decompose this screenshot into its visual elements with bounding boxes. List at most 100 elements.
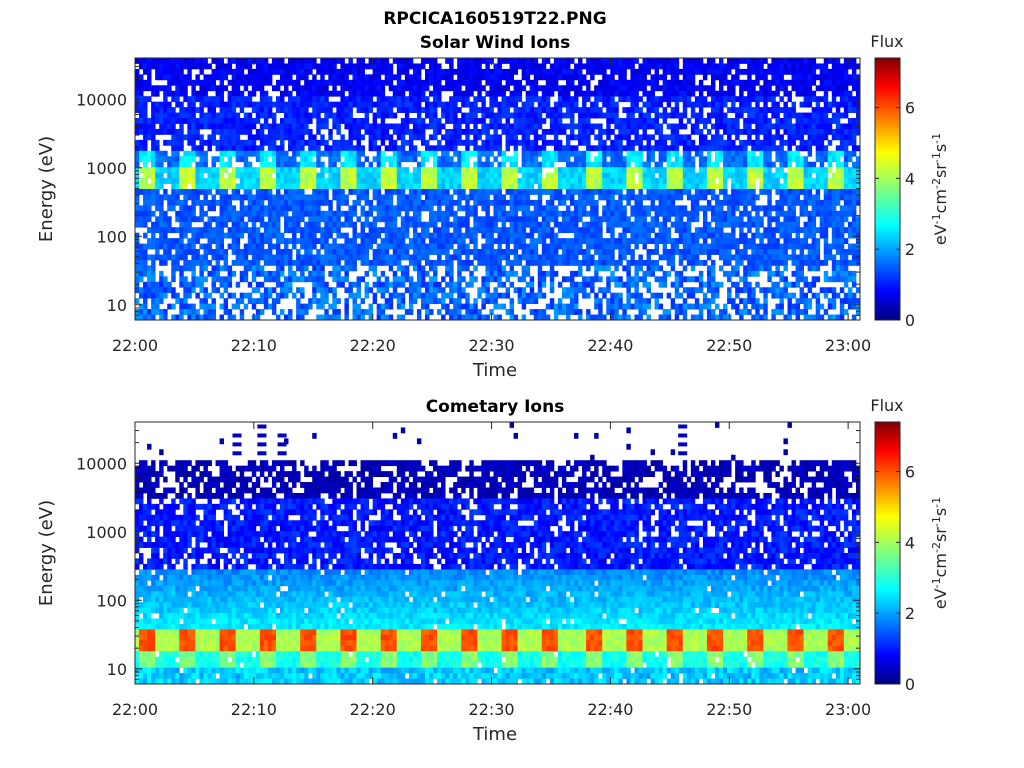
- heatmap-cell: [135, 194, 140, 201]
- heatmap-cell: [445, 205, 450, 212]
- heatmap-cell: [400, 172, 406, 179]
- heatmap-cell: [175, 74, 180, 81]
- heatmap-cell: [163, 276, 168, 283]
- heatmap-cell: [557, 101, 563, 108]
- heatmap-cell: [485, 199, 490, 206]
- heatmap-cell: [167, 216, 172, 223]
- heatmap-cell: [525, 199, 531, 206]
- heatmap-cell: [598, 85, 603, 92]
- heatmap-cell: [638, 139, 643, 146]
- heatmap-cell: [336, 128, 341, 135]
- heatmap-cell: [598, 276, 603, 283]
- heatmap-cell: [388, 167, 394, 174]
- heatmap-cell: [630, 189, 635, 195]
- heatmap-cell: [561, 216, 567, 223]
- heatmap-cell: [578, 172, 583, 179]
- heatmap-cell: [412, 145, 418, 152]
- heatmap-cell: [457, 276, 462, 283]
- heatmap-cell: [578, 63, 583, 70]
- heatmap-cell: [376, 243, 382, 250]
- heatmap-cell: [271, 85, 277, 92]
- heatmap-cell: [501, 303, 506, 310]
- heatmap-cell: [199, 303, 204, 310]
- heatmap-cell: [545, 205, 551, 212]
- heatmap-cell: [634, 150, 639, 157]
- heatmap-cell: [501, 123, 506, 130]
- heatmap-cell: [179, 63, 184, 70]
- heatmap-cell: [296, 79, 301, 86]
- heatmap-cell: [247, 194, 253, 201]
- heatmap-cell: [223, 216, 229, 223]
- heatmap-cell: [332, 101, 337, 108]
- heatmap-cell: [634, 68, 639, 75]
- heatmap-cell: [259, 189, 265, 195]
- heatmap-cell: [578, 183, 583, 190]
- heatmap-cell: [275, 205, 281, 212]
- heatmap-cell: [211, 112, 216, 119]
- heatmap-cell: [267, 134, 273, 141]
- heatmap-cell: [493, 79, 498, 86]
- heatmap-cell: [328, 128, 333, 135]
- heatmap-cell: [404, 79, 410, 86]
- heatmap-cell: [151, 172, 156, 179]
- heatmap-cell: [308, 101, 313, 108]
- heatmap-cell: [469, 118, 474, 124]
- heatmap-cell: [151, 292, 156, 299]
- heatmap-cell: [219, 58, 225, 64]
- heatmap-cell: [235, 112, 241, 119]
- heatmap-cell: [513, 314, 519, 321]
- heatmap-cell: [191, 172, 196, 179]
- heatmap-cell: [606, 96, 611, 103]
- heatmap-cell: [284, 68, 289, 75]
- heatmap-cell: [610, 178, 615, 184]
- heatmap-cell: [578, 139, 583, 146]
- heatmap-cell: [304, 194, 309, 201]
- heatmap-cell: [400, 90, 406, 97]
- heatmap-cell: [654, 216, 660, 223]
- heatmap-cell: [159, 287, 164, 294]
- heatmap-cell: [457, 298, 462, 305]
- heatmap-cell: [267, 123, 273, 130]
- heatmap-cell: [263, 178, 269, 184]
- heatmap-cell: [396, 156, 402, 163]
- heatmap-cell: [650, 227, 655, 234]
- heatmap-cell: [416, 210, 422, 217]
- heatmap-cell: [630, 118, 635, 124]
- heatmap-cell: [618, 221, 623, 228]
- heatmap-cell: [199, 112, 204, 119]
- heatmap-cell: [183, 221, 188, 228]
- heatmap-cell: [292, 178, 297, 184]
- heatmap-cell: [388, 243, 394, 250]
- heatmap-cell: [288, 238, 293, 244]
- heatmap-cell: [457, 161, 462, 168]
- heatmap-cell: [316, 287, 321, 294]
- heatmap-cell: [191, 128, 196, 135]
- heatmap-cell: [259, 85, 265, 92]
- heatmap-cell: [582, 90, 587, 97]
- heatmap-cell: [247, 139, 253, 146]
- heatmap-cell: [207, 96, 212, 103]
- heatmap-cell: [469, 259, 474, 266]
- heatmap-cell: [416, 85, 422, 92]
- heatmap-cell: [408, 183, 414, 190]
- heatmap-cell: [171, 243, 176, 250]
- heatmap-cell: [292, 123, 297, 130]
- heatmap-cell: [622, 243, 627, 250]
- heatmap-cell: [594, 107, 599, 113]
- heatmap-cell: [348, 221, 353, 228]
- heatmap-cell: [288, 205, 293, 212]
- heatmap-cell: [239, 309, 245, 315]
- heatmap-cell: [175, 150, 180, 157]
- heatmap-cell: [630, 281, 635, 288]
- heatmap-cell: [646, 172, 651, 179]
- heatmap-cell: [243, 112, 249, 119]
- heatmap-cell: [634, 259, 639, 266]
- heatmap-cell: [372, 118, 378, 124]
- heatmap-cell: [231, 145, 237, 152]
- heatmap-cell: [155, 292, 160, 299]
- heatmap-cell: [586, 107, 591, 113]
- heatmap-cell: [485, 259, 490, 266]
- heatmap-cell: [658, 139, 664, 146]
- heatmap-cell: [304, 101, 309, 108]
- heatmap-cell: [324, 314, 329, 321]
